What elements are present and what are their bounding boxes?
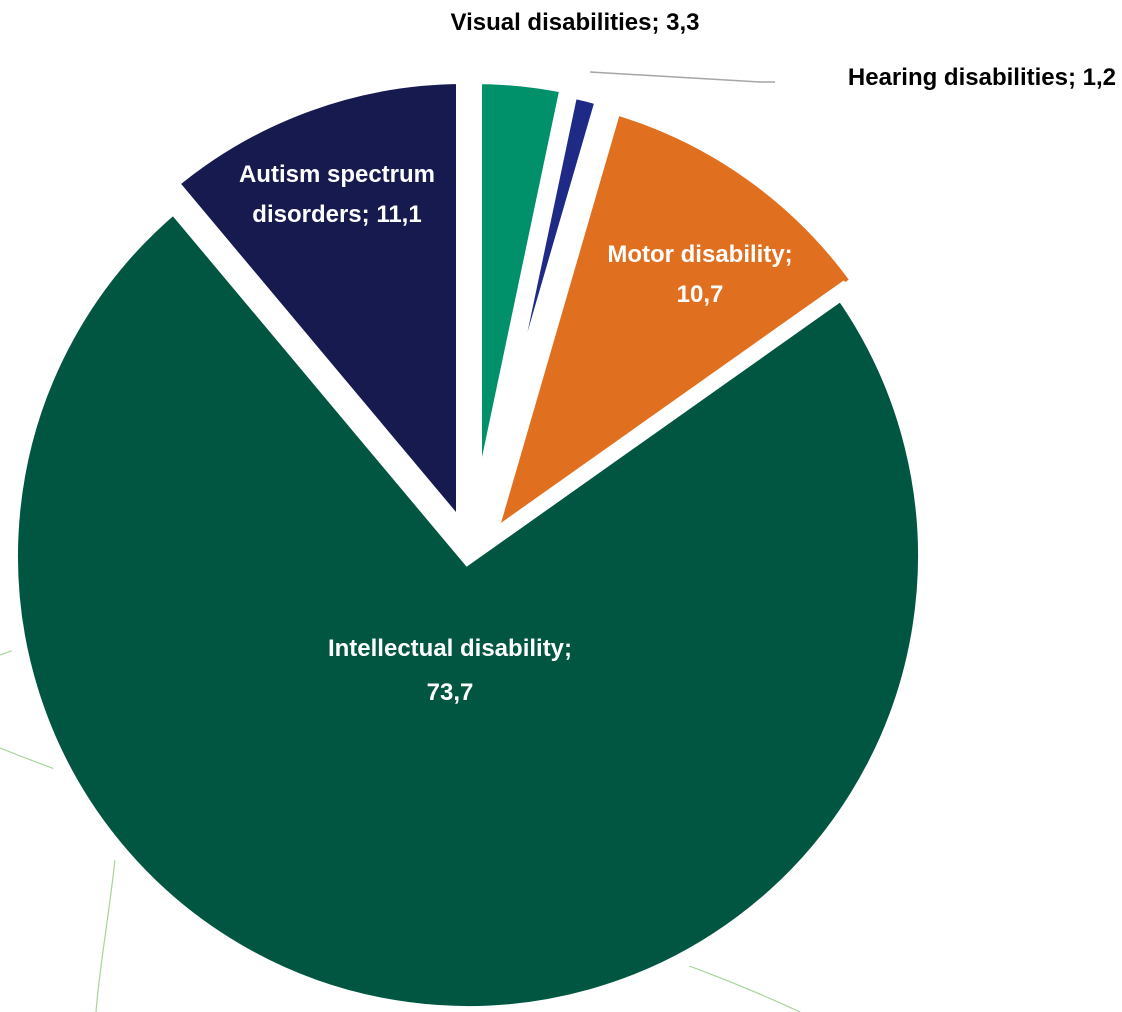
pie-slice-intellectual-disability [2, 193, 934, 1012]
data-label-motor-disability: Motor disability; [607, 241, 792, 268]
pie-slice-autism-spectrum-disorders [158, 67, 472, 557]
pie-slice-hearing-disabilities [468, 80, 614, 541]
data-label-intellectual-disability: Intellectual disability; [328, 635, 572, 662]
data-label-hearing-disabilities: Hearing disabilities; 1,2 [848, 64, 1116, 91]
data-label-motor-disability: 10,7 [677, 281, 724, 308]
data-label-autism-spectrum-disorders: Autism spectrum [239, 161, 435, 188]
pie-slices [2, 67, 934, 1012]
data-label-visual-disabilities: Visual disabilities; 3,3 [451, 9, 700, 36]
pie-slice-motor-disability [471, 96, 872, 566]
leader-lines [589, 71, 775, 83]
data-label-autism-spectrum-disorders: disorders; 11,1 [252, 201, 421, 228]
data-label-intellectual-disability: 73,7 [427, 679, 474, 706]
leader-line-hearing-disabilities [589, 71, 775, 83]
data-labels: Visual disabilities; 3,3 Hearing disabili… [239, 9, 1116, 706]
